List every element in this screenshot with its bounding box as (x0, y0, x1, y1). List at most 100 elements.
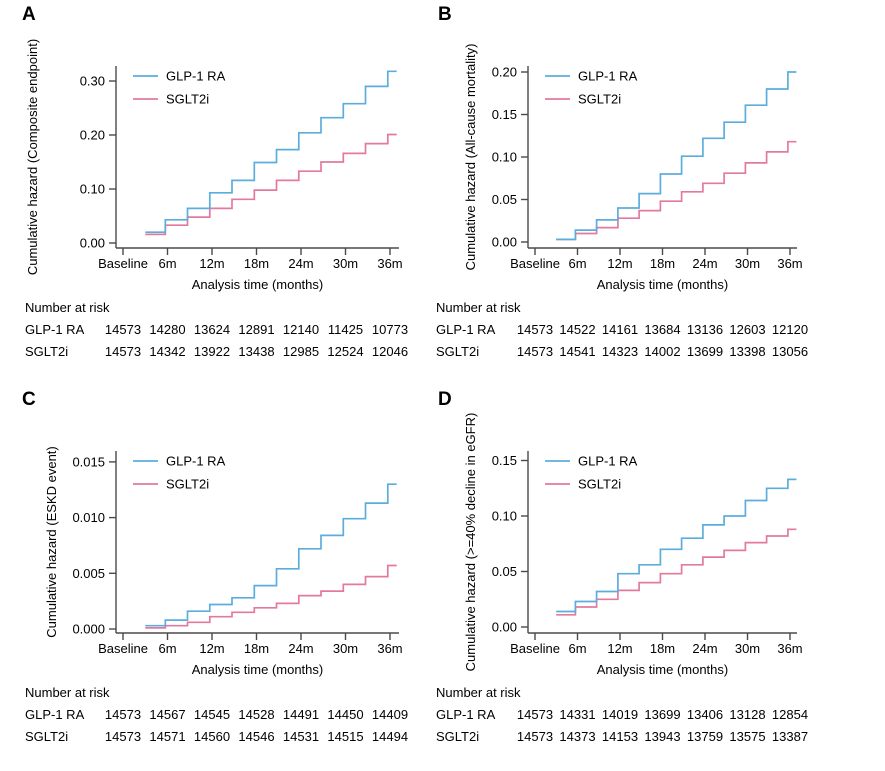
legend-label: GLP-1 RA (166, 69, 226, 84)
risk-count: 14567 (149, 707, 186, 722)
y-tick-label: 0.00 (492, 620, 517, 635)
x-tick-label: 36m (777, 641, 802, 656)
panel-b: B 0.00 0.05 0.10 0.15 0.20 Baseline 6m 12m 18m 24… (430, 0, 885, 385)
risk-count: 14573 (104, 344, 142, 359)
risk-table-title: Number at risk (25, 300, 110, 315)
x-tick-label: 6m (568, 641, 586, 656)
risk-count: 14573 (516, 707, 554, 722)
x-tick-label: 36m (377, 641, 402, 656)
risk-count: 14573 (104, 322, 142, 337)
risk-count: 12891 (238, 322, 275, 337)
risk-count: 14573 (104, 729, 142, 744)
curve-glp1-ra (556, 71, 797, 241)
risk-count: 13624 (193, 322, 231, 337)
risk-count: 14161 (601, 322, 639, 337)
x-tick-label: 12m (607, 641, 632, 656)
risk-count: 13438 (238, 344, 275, 359)
legend-label: GLP-1 RA (166, 454, 226, 469)
risk-count: 14373 (559, 729, 596, 744)
x-axis-title: Analysis time (months) (192, 277, 323, 292)
risk-count: 13684 (644, 322, 681, 337)
risk-table-title: Number at risk (436, 685, 521, 700)
x-tick-label: 12m (199, 256, 224, 271)
x-tick-label: 12m (607, 256, 632, 271)
x-axis-title: Analysis time (months) (192, 662, 323, 677)
risk-count: 14531 (282, 729, 320, 744)
x-tick-label: 36m (777, 256, 802, 271)
x-tick-label: 24m (288, 256, 313, 271)
risk-count: 13136 (686, 322, 724, 337)
risk-count: 14573 (516, 344, 554, 359)
x-tick-label: Baseline (98, 256, 148, 271)
risk-count: 14541 (559, 344, 596, 359)
x-tick-label: 12m (199, 641, 224, 656)
x-tick-label: Baseline (510, 256, 560, 271)
panel-letter-a: A (22, 4, 37, 25)
panel-d: D 0.00 0.05 0.10 0.15 Baseline 6m 12m 18m 24m 30m… (430, 385, 885, 770)
curve-sglt2i (556, 140, 797, 241)
x-tick-label: 30m (333, 641, 358, 656)
x-tick-label: 18m (244, 641, 269, 656)
risk-count: 14019 (601, 707, 639, 722)
chart-eskd-event: 0.000 0.005 0.010 0.015 Baseline 6m 12m 18m 24m 3… (44, 446, 403, 677)
risk-count: 14331 (559, 707, 596, 722)
panel-c: C 0.000 0.005 0.010 0.015 Baseline 6m 12m 18m 24… (0, 385, 430, 770)
x-tick-label: 36m (377, 256, 402, 271)
risk-row-label: GLP-1 RA (436, 322, 496, 337)
x-tick-label: 24m (692, 256, 717, 271)
risk-row-label: GLP-1 RA (436, 707, 496, 722)
risk-count: 12046 (371, 344, 409, 359)
risk-count: 13575 (729, 729, 766, 744)
panel-letter-b: B (438, 4, 453, 25)
risk-count: 12524 (327, 344, 364, 359)
risk-count: 13943 (644, 729, 681, 744)
y-tick-label: 0.15 (492, 107, 517, 122)
y-tick-label: 0.30 (80, 74, 105, 89)
risk-count: 12603 (729, 322, 766, 337)
panel-a: A 0.00 0.10 0.20 0.30 Baseline 6m 12m 18m 24m 30m… (0, 0, 430, 385)
y-axis-title: Cumulative hazard (>=40% decline in eGFR… (463, 413, 478, 672)
x-tick-label: 6m (158, 256, 176, 271)
legend-label: SGLT2i (166, 477, 209, 492)
y-tick-label: 0.05 (492, 564, 517, 579)
x-tick-label: 6m (568, 256, 586, 271)
risk-count: 14571 (149, 729, 186, 744)
risk-row-label: SGLT2i (436, 729, 480, 744)
risk-count: 14491 (282, 707, 320, 722)
x-tick-label: 30m (333, 256, 358, 271)
risk-count: 12854 (771, 707, 809, 722)
risk-count: 14573 (516, 729, 554, 744)
y-tick-label: 0.000 (72, 622, 105, 637)
risk-table-title: Number at risk (25, 685, 110, 700)
curve-glp1-ra (145, 483, 397, 627)
x-tick-label: Baseline (510, 641, 560, 656)
x-axis-title: Analysis time (months) (597, 662, 728, 677)
curve-glp1-ra (556, 478, 797, 613)
risk-count: 13128 (729, 707, 766, 722)
risk-count: 14522 (559, 322, 596, 337)
risk-count: 13056 (771, 344, 809, 359)
risk-table-title: Number at risk (436, 300, 521, 315)
legend-label: GLP-1 RA (578, 454, 638, 469)
legend-label: SGLT2i (578, 477, 621, 492)
x-tick-label: 18m (650, 256, 675, 271)
legend-label: GLP-1 RA (578, 69, 638, 84)
x-tick-label: 18m (244, 256, 269, 271)
y-tick-label: 0.015 (72, 454, 105, 469)
risk-count: 14573 (104, 707, 142, 722)
curve-sglt2i (145, 564, 397, 629)
curve-glp1-ra (145, 70, 397, 234)
chart-all-cause-mortality: 0.00 0.05 0.10 0.15 0.20 Baseline 6m 12m 18m 24m 3… (463, 44, 803, 292)
risk-count: 14002 (644, 344, 681, 359)
risk-count: 13922 (193, 344, 231, 359)
risk-row-label: SGLT2i (436, 344, 480, 359)
risk-count: 14573 (516, 322, 554, 337)
risk-count: 12120 (771, 322, 809, 337)
risk-count: 14153 (601, 729, 639, 744)
risk-row-label: GLP-1 RA (25, 322, 85, 337)
risk-count: 14280 (149, 322, 186, 337)
y-tick-label: 0.10 (492, 509, 517, 524)
x-tick-label: 18m (650, 641, 675, 656)
x-tick-label: 30m (735, 641, 760, 656)
risk-count: 14528 (238, 707, 275, 722)
